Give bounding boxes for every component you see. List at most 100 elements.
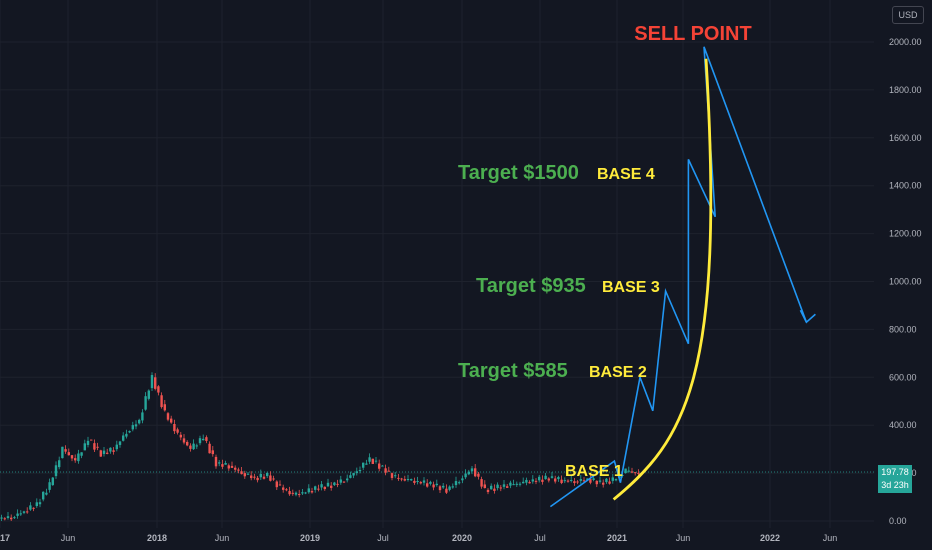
candle-body <box>19 513 22 515</box>
candle-body <box>179 434 182 438</box>
candle-body <box>272 478 275 480</box>
candle-body <box>582 480 586 482</box>
candle-body <box>509 482 512 486</box>
candle-body <box>608 481 611 484</box>
candle-body <box>470 468 474 472</box>
candle-body <box>416 480 419 482</box>
y-tick-label: 1200.00 <box>889 229 922 239</box>
candle-body <box>186 441 189 446</box>
y-tick-label: 600.00 <box>889 372 917 382</box>
candle-body <box>83 443 86 451</box>
candle-body <box>378 463 381 469</box>
candle-body <box>499 487 502 489</box>
candle-body <box>224 462 227 465</box>
candle-body <box>566 480 570 482</box>
candle-body <box>64 449 67 452</box>
candle-body <box>22 511 26 513</box>
candle-body <box>403 479 406 481</box>
candle-body <box>544 475 547 480</box>
candle-body <box>451 486 454 488</box>
y-tick-label: 800.00 <box>889 324 917 334</box>
candle-body <box>410 479 413 481</box>
candle-body <box>438 486 442 491</box>
candle-body <box>243 473 246 477</box>
x-axis: 2017 Jun 2018 Jun 2019 Jul 2020 Jul 2021 Jun 2022 J… <box>0 533 837 543</box>
y-axis: 0.00200.00400.00600.00800.001000.001200.… <box>889 37 922 526</box>
candle-body <box>294 492 298 495</box>
y-tick-label: 1400.00 <box>889 181 922 191</box>
candle-body <box>221 464 224 467</box>
x-tick-label: 2021 <box>607 533 627 543</box>
target-2-label: Target $585 <box>458 360 568 382</box>
candle-body <box>432 484 435 488</box>
candle-body <box>320 484 323 488</box>
candle-body <box>157 386 160 393</box>
candle-body <box>54 465 58 477</box>
candle-body <box>512 484 515 486</box>
candle-body <box>458 482 461 484</box>
candle-body <box>38 502 42 505</box>
x-tick-label: Jun <box>676 533 691 543</box>
candle-body <box>336 483 339 485</box>
candle-body <box>342 481 346 483</box>
currency-button[interactable]: USD <box>892 6 924 24</box>
base-4-label: BASE 4 <box>597 166 655 183</box>
candle-body <box>86 440 90 445</box>
candle-body <box>493 488 496 491</box>
candle-body <box>362 462 365 468</box>
candle-body <box>339 479 342 483</box>
x-tick-label: 2022 <box>760 533 780 543</box>
candle-body <box>61 446 64 459</box>
candle-body <box>0 517 3 519</box>
candle-body <box>541 479 544 482</box>
candle-body <box>282 487 285 490</box>
candle-body <box>269 475 272 481</box>
candle-body <box>288 491 291 495</box>
candle-body <box>32 507 35 509</box>
candle-body <box>570 479 573 481</box>
candle-body <box>275 481 278 488</box>
candle-body <box>634 472 637 474</box>
candle-body <box>611 477 614 481</box>
candle-body <box>358 470 362 472</box>
grid <box>0 0 874 528</box>
candle-body <box>442 485 445 488</box>
candle-body <box>592 478 595 480</box>
candle-body <box>240 471 243 475</box>
candle-body <box>314 486 317 490</box>
candle-body <box>483 484 486 489</box>
x-tick-label: Jul <box>377 533 389 543</box>
candle-body <box>464 473 467 478</box>
candle-body <box>557 477 560 480</box>
candle-body <box>461 478 464 481</box>
candle-body <box>176 429 179 433</box>
candle-body <box>205 437 208 441</box>
candle-body <box>112 450 115 452</box>
candle-body <box>70 455 74 459</box>
candle-body <box>602 482 605 485</box>
candle-body <box>454 481 458 486</box>
candle-body <box>182 438 186 443</box>
candle-body <box>202 438 205 441</box>
candle-body <box>166 413 170 420</box>
x-tick-label: 2017 <box>0 533 10 543</box>
candle-body <box>230 465 234 468</box>
candle-body <box>26 511 29 513</box>
y-tick-label: 400.00 <box>889 420 917 430</box>
candle-body <box>262 476 266 479</box>
candle-body <box>538 476 541 481</box>
candle-body <box>355 471 358 474</box>
candle-body <box>67 452 70 456</box>
candle-body <box>234 467 237 470</box>
candle-body <box>96 446 99 448</box>
x-tick-label: Jul <box>534 533 546 543</box>
candle-body <box>144 396 147 410</box>
candle-body <box>118 441 122 445</box>
candle-body <box>141 412 144 421</box>
candle-body <box>534 480 538 482</box>
candle-body <box>586 478 589 480</box>
target-4-label: Target $1500 <box>458 162 579 184</box>
candle-body <box>42 491 45 500</box>
y-tick-label: 2000.00 <box>889 37 922 47</box>
